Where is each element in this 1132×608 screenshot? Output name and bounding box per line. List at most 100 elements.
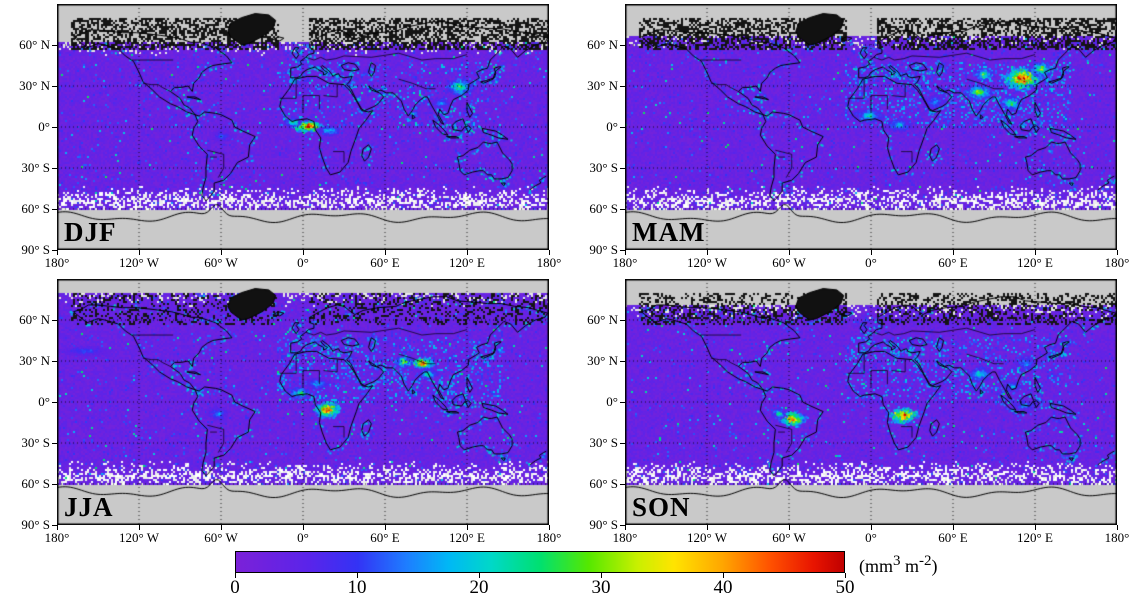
colorbar-tick-mark <box>235 573 236 578</box>
x-tick-label: 120° W <box>687 530 727 545</box>
y-tick-label: 90° S <box>21 242 50 257</box>
x-tick-label: 60° W <box>204 255 238 270</box>
x-tick-label: 180° <box>44 530 70 545</box>
map-area-djf: DJF <box>57 4 549 250</box>
colorbar-tick-label: 50 <box>835 577 855 598</box>
x-tick-mark <box>139 250 140 255</box>
map-canvas-son <box>625 279 1117 525</box>
x-tick-mark <box>467 250 468 255</box>
x-tick-mark <box>789 525 790 530</box>
x-tick-mark <box>57 250 58 255</box>
y-axis-jja: 60° N 30° N 0° 30° S 60° S 90° S <box>10 279 57 532</box>
colorbar-tick-label: 40 <box>713 577 733 598</box>
unit-exp2: -2 <box>919 553 932 569</box>
x-tick-mark <box>625 250 626 255</box>
x-tick-label: 60° E <box>370 530 400 545</box>
y-axis-mam: 60° N 30° N 0° 30° S 60° S 90° S <box>578 4 625 257</box>
unit-mid: m <box>900 556 920 576</box>
y-tick-mark <box>620 209 625 210</box>
colorbar-tick-mark <box>601 573 602 578</box>
x-tick-mark <box>1035 250 1036 255</box>
x-tick-label: 0° <box>297 530 309 545</box>
y-tick-label: 90° S <box>589 517 618 532</box>
y-tick-mark <box>620 168 625 169</box>
x-tick-label: 180° <box>612 255 638 270</box>
x-tick-mark <box>303 250 304 255</box>
x-axis-jja: 180° 120° W 60° W 0° 60° E 120° E 180° <box>45 525 561 545</box>
colorbar-tick-mark <box>479 573 480 578</box>
y-tick-mark <box>52 209 57 210</box>
y-tick-mark <box>52 250 57 251</box>
panel-label-jja: JJA <box>64 492 114 522</box>
map-canvas-jja <box>57 279 549 525</box>
colorbar: 0 10 20 30 40 50 (mm3 m-2) <box>230 551 1115 601</box>
y-tick-label: 0° <box>38 394 50 409</box>
y-tick-mark <box>620 361 625 362</box>
y-tick-mark <box>620 443 625 444</box>
unit-exp1: 3 <box>893 553 901 569</box>
colorbar-tick-mark <box>357 573 358 578</box>
map-canvas-djf <box>57 4 549 250</box>
panel-label-mam: MAM <box>632 217 706 247</box>
y-tick-label: 90° S <box>21 517 50 532</box>
y-tick-mark <box>620 402 625 403</box>
y-tick-mark <box>52 525 57 526</box>
y-tick-mark <box>620 525 625 526</box>
x-tick-label: 60° W <box>772 255 806 270</box>
x-tick-mark <box>1117 525 1118 530</box>
map-panel-son: 60° N 30° N 0° 30° S 60° S 90° S SON 180° 120°… <box>578 279 1129 545</box>
x-tick-mark <box>1035 525 1036 530</box>
x-tick-mark <box>625 525 626 530</box>
x-tick-mark <box>1117 250 1118 255</box>
map-panel-djf: 60° N 30° N 0° 30° S 60° S 90° S DJF 180° 120°… <box>10 4 561 270</box>
y-tick-label: 30° S <box>589 435 618 450</box>
x-tick-mark <box>385 250 386 255</box>
y-tick-label: 0° <box>38 119 50 134</box>
unit-post: ) <box>931 556 938 576</box>
x-tick-mark <box>549 525 550 530</box>
colorbar-tick-mark <box>845 573 846 578</box>
panel-label-djf: DJF <box>64 217 117 247</box>
colorbar-ticks: 0 10 20 30 40 50 <box>230 573 855 601</box>
x-tick-mark <box>549 250 550 255</box>
x-tick-mark <box>221 525 222 530</box>
x-tick-label: 0° <box>297 255 309 270</box>
y-tick-label: 60° N <box>19 312 50 327</box>
y-tick-mark <box>620 127 625 128</box>
y-tick-label: 60° N <box>19 37 50 52</box>
y-tick-mark <box>620 86 625 87</box>
unit-pre: (mm <box>859 556 893 576</box>
y-tick-mark <box>620 45 625 46</box>
x-tick-label: 120° E <box>449 255 485 270</box>
y-tick-label: 60° S <box>21 201 50 216</box>
y-tick-label: 30° N <box>587 353 618 368</box>
y-tick-label: 60° S <box>589 201 618 216</box>
x-tick-label: 180° <box>1104 255 1130 270</box>
x-tick-label: 180° <box>536 530 562 545</box>
y-tick-label: 30° N <box>19 78 50 93</box>
y-tick-mark <box>52 361 57 362</box>
x-tick-label: 0° <box>865 530 877 545</box>
x-tick-label: 0° <box>865 255 877 270</box>
colorbar-unit-label: (mm3 m-2) <box>859 553 938 577</box>
x-tick-label: 60° E <box>938 255 968 270</box>
map-area-jja: JJA <box>57 279 549 525</box>
y-tick-mark <box>52 320 57 321</box>
x-tick-label: 60° E <box>938 530 968 545</box>
x-tick-mark <box>953 525 954 530</box>
y-tick-label: 0° <box>606 119 618 134</box>
colorbar-tick-label: 10 <box>347 577 367 598</box>
y-axis-djf: 60° N 30° N 0° 30° S 60° S 90° S <box>10 4 57 257</box>
colorbar-tick-label: 20 <box>469 577 489 598</box>
x-tick-label: 120° E <box>1017 255 1053 270</box>
x-tick-mark <box>871 250 872 255</box>
x-tick-mark <box>467 525 468 530</box>
x-tick-mark <box>871 525 872 530</box>
y-tick-mark <box>620 320 625 321</box>
x-tick-mark <box>789 250 790 255</box>
y-tick-label: 0° <box>606 394 618 409</box>
y-tick-label: 30° S <box>589 160 618 175</box>
y-tick-mark <box>52 443 57 444</box>
y-tick-label: 60° N <box>587 312 618 327</box>
